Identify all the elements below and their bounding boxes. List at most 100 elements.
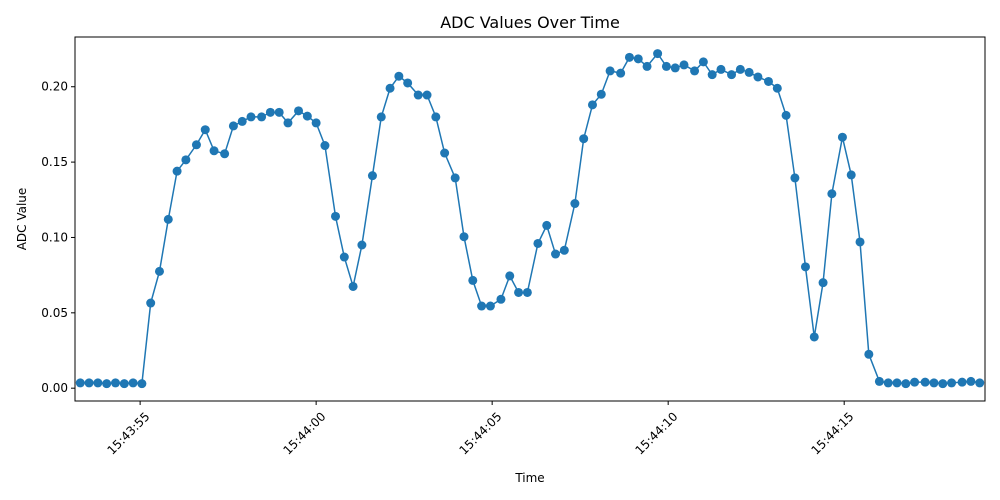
data-point (450, 173, 460, 183)
y-tick-label: 0.15 (41, 155, 68, 169)
data-point (413, 90, 423, 100)
data-point (744, 67, 754, 77)
data-point (727, 70, 737, 80)
data-point (311, 118, 321, 128)
data-point (542, 220, 552, 230)
data-point (102, 379, 112, 389)
data-point (137, 379, 147, 389)
x-tick-label: 15:44:10 (632, 409, 680, 457)
data-point (522, 287, 532, 297)
data-point (874, 376, 884, 386)
data-point (119, 379, 129, 389)
data-point (642, 61, 652, 71)
x-tick-label: 15:43:55 (104, 409, 152, 457)
data-point (892, 378, 902, 388)
data-point (837, 132, 847, 142)
data-point (154, 266, 164, 276)
data-point (579, 134, 589, 144)
data-point (818, 278, 828, 288)
data-point (274, 107, 284, 117)
data-point (283, 118, 293, 128)
data-point (110, 378, 120, 388)
plot-frame (74, 36, 986, 402)
data-point (764, 76, 774, 86)
data-point (809, 332, 819, 342)
y-tick-label: 0.05 (41, 306, 68, 320)
data-point (339, 252, 349, 262)
data-point (690, 66, 700, 76)
data-point (357, 240, 367, 250)
data-point (605, 66, 615, 76)
data-point (920, 377, 930, 387)
data-point (616, 68, 626, 78)
data-point (957, 377, 967, 387)
data-point (505, 271, 515, 281)
data-point (394, 71, 404, 81)
data-point (735, 64, 745, 74)
y-axis-label: ADC Value (15, 188, 29, 251)
data-point (790, 173, 800, 183)
data-point (938, 379, 948, 389)
data-point (191, 140, 201, 150)
data-point (670, 63, 680, 73)
data-point (559, 245, 569, 255)
data-point (661, 61, 671, 71)
data-point (403, 78, 413, 88)
data-point (653, 49, 663, 59)
data-point (422, 90, 432, 100)
data-point (716, 64, 726, 74)
data-point (772, 83, 782, 93)
data-point (220, 149, 230, 159)
data-point (265, 107, 275, 117)
x-tick-label: 15:44:15 (809, 409, 857, 457)
data-point (459, 232, 469, 242)
data-point (75, 378, 85, 388)
data-point (331, 211, 341, 221)
data-point (975, 378, 985, 388)
data-point (84, 378, 94, 388)
data-point (864, 349, 874, 359)
data-point (163, 214, 173, 224)
data-point (440, 148, 450, 158)
data-point (237, 116, 247, 126)
data-point (128, 378, 138, 388)
data-point (320, 141, 330, 151)
chart-title: ADC Values Over Time (440, 13, 620, 32)
data-point (228, 121, 238, 131)
data-point (496, 294, 506, 304)
data-point (209, 146, 219, 156)
data-point (707, 70, 717, 80)
data-point (570, 199, 580, 209)
data-point (146, 298, 156, 308)
data-point (633, 54, 643, 64)
data-point (781, 110, 791, 120)
data-point (181, 155, 191, 165)
data-point (431, 112, 441, 122)
data-point (846, 170, 856, 180)
data-point (551, 249, 561, 259)
data-point (514, 287, 524, 297)
data-point (966, 376, 976, 386)
data-point (302, 111, 312, 121)
data-point (200, 125, 210, 135)
data-point (855, 237, 865, 247)
data-point (679, 60, 689, 70)
data-point (468, 275, 478, 285)
data-point (294, 106, 304, 116)
data-point (477, 301, 487, 311)
data-point (385, 83, 395, 93)
data-point (929, 378, 939, 388)
data-point (800, 262, 810, 272)
data-point (533, 238, 543, 248)
data-point (698, 57, 708, 67)
data-point (172, 166, 182, 176)
data-point (910, 377, 920, 387)
y-tick-label: 0.20 (41, 80, 68, 94)
y-tick-label: 0.10 (41, 230, 68, 244)
x-tick-label: 15:44:00 (280, 409, 328, 457)
data-point (587, 100, 597, 110)
data-point (257, 112, 267, 122)
data-point (596, 89, 606, 99)
data-point (485, 301, 495, 311)
